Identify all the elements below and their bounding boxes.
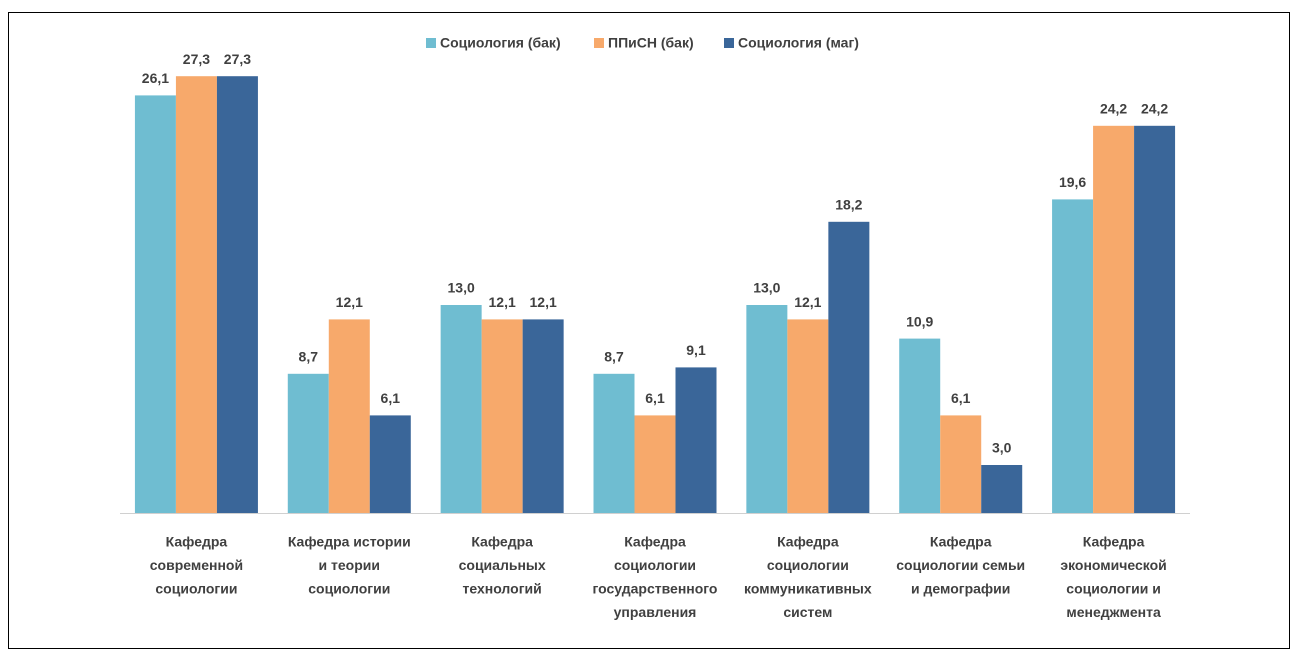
data-label: 18,2: [835, 197, 862, 213]
x-tick-label: Кафедра истории: [288, 534, 411, 550]
data-label: 13,0: [753, 280, 780, 296]
data-label: 8,7: [604, 349, 624, 365]
x-tick-label: Кафедра: [930, 534, 992, 550]
legend-label: Социология (бак): [440, 35, 561, 51]
x-tick-label: Кафедра: [166, 534, 228, 550]
bar: [828, 221, 870, 514]
data-label: 12,1: [489, 294, 516, 310]
data-label: 27,3: [183, 51, 210, 67]
data-label: 9,1: [686, 342, 706, 358]
x-tick-label: Кафедра: [777, 534, 839, 550]
data-label: 6,1: [381, 390, 401, 406]
data-label: 8,7: [299, 349, 319, 365]
data-label: 12,1: [530, 294, 557, 310]
bar: [216, 76, 258, 513]
data-label: 12,1: [794, 294, 821, 310]
data-label: 19,6: [1059, 174, 1086, 190]
legend-swatch: [724, 38, 734, 48]
data-label: 6,1: [951, 390, 971, 406]
legend-label: ППиСН (бак): [608, 35, 694, 51]
bar: [369, 415, 411, 513]
x-tick-label: систем: [783, 604, 832, 620]
bar: [634, 415, 676, 513]
bar: [328, 319, 370, 513]
bar: [481, 319, 523, 513]
x-tick-label: и теории: [319, 557, 380, 573]
x-tick-label: управления: [614, 604, 697, 620]
x-tick-label: менеджмента: [1066, 604, 1161, 620]
bar: [981, 465, 1023, 513]
x-tick-label: социологии: [308, 581, 390, 597]
x-tick-label: экономической: [1060, 557, 1166, 573]
bar: [675, 367, 717, 513]
x-tick-label: технологий: [463, 581, 542, 597]
bar: [593, 373, 635, 513]
x-tick-label: социологии: [767, 557, 849, 573]
x-tick-label: социальных: [459, 557, 546, 573]
data-label: 24,2: [1100, 101, 1127, 117]
data-label: 24,2: [1141, 101, 1168, 117]
legend-label: Социология (маг): [738, 35, 859, 51]
x-tick-label: социологии семьи: [896, 557, 1025, 573]
bar: [134, 95, 176, 514]
data-label: 3,0: [992, 440, 1012, 456]
bar: [787, 319, 829, 513]
x-tick-label: социологии: [155, 581, 237, 597]
data-label: 12,1: [336, 294, 363, 310]
legend-swatch: [594, 38, 604, 48]
data-label: 27,3: [224, 51, 251, 67]
bar: [940, 415, 982, 513]
x-tick-label: и демографии: [911, 581, 1010, 597]
bar: [1134, 125, 1176, 514]
bar: [175, 76, 217, 513]
bar: [1052, 199, 1094, 513]
x-tick-label: социологии: [614, 557, 696, 573]
bar: [746, 305, 788, 513]
bar: [522, 319, 564, 513]
x-tick-label: Кафедра: [1083, 534, 1145, 550]
data-label: 26,1: [142, 70, 169, 86]
x-tick-label: современной: [150, 557, 243, 573]
x-tick-label: Кафедра: [624, 534, 686, 550]
bar: [899, 338, 941, 513]
x-tick-label: социологии и: [1066, 581, 1161, 597]
x-tick-label: государственного: [593, 581, 718, 597]
bar: [287, 373, 329, 513]
x-tick-label: Кафедра: [471, 534, 533, 550]
data-label: 13,0: [448, 280, 475, 296]
bar: [1093, 125, 1135, 514]
data-label: 10,9: [906, 313, 933, 329]
legend-swatch: [426, 38, 436, 48]
x-tick-label: коммуникативных: [744, 581, 872, 597]
bar: [440, 305, 482, 513]
data-label: 6,1: [645, 390, 665, 406]
